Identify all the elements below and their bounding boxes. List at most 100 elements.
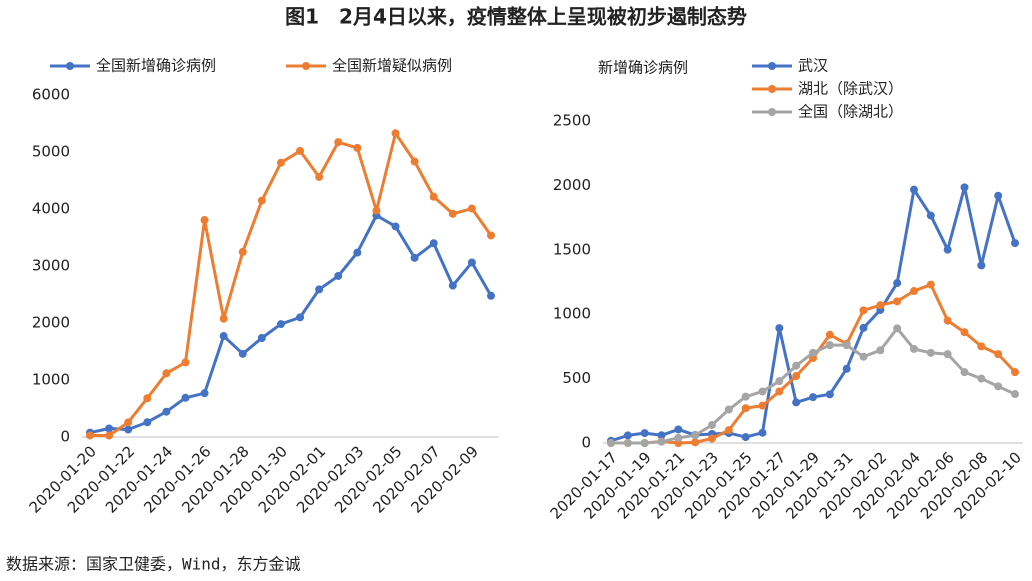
data-point [200,389,209,398]
data-point [724,405,733,414]
data-point [943,316,952,325]
data-point [926,280,935,289]
y-tick-label: 1000 [553,305,591,323]
data-point [825,341,834,350]
data-point [181,393,190,402]
data-point [960,183,969,192]
legend-marker [66,62,74,70]
data-point [429,239,438,248]
data-point [334,138,343,147]
data-point [162,369,171,378]
y-tick-label: 4000 [32,200,70,218]
data-point [893,324,902,333]
data-point [741,433,750,442]
data-point [943,245,952,254]
data-point [219,314,228,323]
data-point [429,192,438,201]
data-point [977,342,986,351]
data-point [994,350,1003,359]
data-point [391,222,400,231]
data-point [708,434,716,443]
data-point [448,281,457,290]
data-point [910,185,918,194]
data-point [960,328,969,337]
data-point [105,431,114,440]
data-point [372,206,381,215]
data-point [448,209,457,218]
data-point [825,390,834,399]
data-point [792,372,801,381]
data-point [410,157,419,166]
data-point [859,352,868,361]
data-point [143,418,152,427]
legend-label: 湖北（除武汉） [798,80,903,98]
data-point [1011,368,1019,377]
data-point [977,261,986,270]
data-point [741,404,750,413]
series-line [611,326,1016,445]
data-point [86,431,94,440]
y-tick-label: 1500 [553,240,591,258]
data-point [943,350,952,359]
data-point [876,346,885,355]
y-tick-label: 2500 [553,112,591,130]
y-tick-label: 500 [562,369,591,387]
data-point [238,247,247,256]
data-point [124,418,133,427]
data-point [994,191,1003,200]
data-point [674,425,683,434]
y-tick-label: 0 [581,434,591,452]
data-point [257,196,266,205]
data-point [105,424,114,433]
data-point [238,349,247,358]
data-point [1011,390,1019,399]
data-point [893,297,902,306]
y-tick-label: 1000 [32,371,70,389]
data-point [926,348,935,357]
data-point [792,361,801,370]
data-point [758,428,767,437]
data-point [607,439,615,447]
data-point [124,425,133,434]
legend-label: 全国（除湖北） [798,103,903,121]
legend-label: 全国新增确诊病例 [96,57,216,75]
data-point [792,398,801,407]
data-point [691,431,700,440]
data-point [926,211,935,220]
data-point [741,392,750,401]
data-point [467,258,476,267]
y-tick-label: 6000 [32,86,70,104]
data-point [467,204,476,213]
y-tick-label: 2000 [32,314,70,332]
data-point [809,348,817,357]
data-point [353,248,362,257]
data-point [487,231,495,240]
data-point [334,271,343,280]
data-point [691,438,700,447]
data-point [960,368,969,377]
legend-marker [302,62,310,70]
data-point [994,382,1003,391]
data-point [162,407,171,416]
data-point [623,431,632,440]
legend-label: 武汉 [798,57,828,75]
series-line [89,213,493,435]
data-point [487,291,495,300]
series-line [610,185,1017,443]
data-point [775,377,784,386]
data-point [910,287,918,296]
y-tick-label: 3000 [32,257,70,275]
data-point [276,158,285,167]
data-point [859,306,868,315]
data-point [315,285,324,294]
y-tick-label: 0 [60,428,70,446]
data-point [391,129,400,138]
data-point [775,324,784,333]
data-point [708,420,716,429]
data-point [758,387,767,396]
data-point [876,301,885,310]
data-point [1011,239,1019,248]
data-point [977,374,986,383]
